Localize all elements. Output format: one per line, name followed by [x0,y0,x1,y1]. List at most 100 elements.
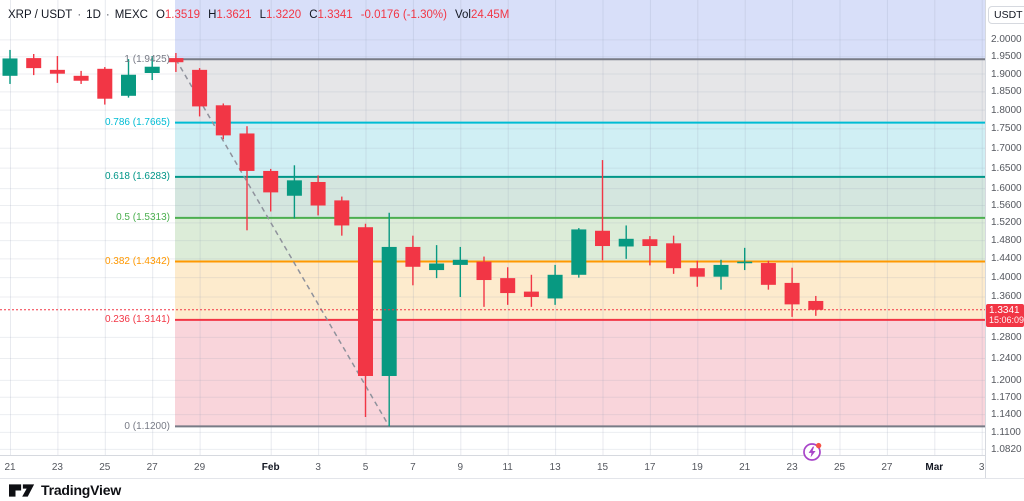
time-tick-Feb[interactable]: Feb [261,462,280,473]
candle-body [73,75,89,81]
time-tick-25[interactable]: 25 [833,462,846,473]
symbol-legend[interactable]: XRP / USDT · 1D · MEXC O1.3519 H1.3621 L… [8,7,509,23]
candle-Jan-29[interactable] [192,68,208,117]
price-tick: 1.8500 [991,86,1022,98]
candle-body [405,246,421,267]
candle-Feb-2[interactable] [286,165,302,219]
candle-body [192,69,208,107]
chart-plot-area[interactable]: XRP / USDT · 1D · MEXC O1.3519 H1.3621 L… [0,0,985,455]
time-axis[interactable]: 21 23 25 27 29 Feb 3 5 7 9 11 13 15 17 19 21 23 25 27 Mar 3 [0,455,985,478]
candle-Feb-4[interactable] [334,196,350,236]
candle-body [2,58,18,76]
time-tick-17[interactable]: 17 [644,462,656,473]
candle-Feb-16[interactable] [618,225,634,259]
time-tick-3[interactable]: 3 [978,462,985,473]
candle-body [358,227,373,376]
fib-label-0.236: 0.236 (1.3141) [104,314,170,326]
candle-Jan-31[interactable] [239,126,255,231]
change-value: -0.0176 (-1.30%) [360,9,447,21]
tradingview-logo[interactable]: TradingView [9,482,121,498]
candle-Feb-22[interactable] [760,260,776,290]
time-tick-7[interactable]: 7 [410,462,416,473]
time-tick-23[interactable]: 23 [51,462,63,473]
candle-body [713,264,729,277]
candle-Feb-8[interactable] [429,245,445,279]
fib-band-above-1 [175,0,985,60]
candle-Feb-23[interactable] [784,267,800,317]
time-tick-Mar[interactable]: Mar [925,462,944,473]
time-tick-25[interactable]: 25 [99,462,111,473]
price-tick: 1.3600 [991,291,1022,303]
fib-label-0.5: 0.5 (1.5313) [116,212,170,224]
candle-Feb-14[interactable] [571,228,587,278]
fib-band [175,122,985,177]
time-tick-3[interactable]: 3 [315,462,321,473]
price-tick: 2.0000 [991,34,1022,46]
time-tick-27[interactable]: 27 [146,462,158,473]
price-tick: 1.1400 [991,409,1022,421]
candle-Feb-7[interactable] [405,235,421,286]
candle-body [286,180,302,196]
candle-Feb-13[interactable] [547,264,563,305]
symbol-name[interactable]: XRP / USDT [8,9,73,21]
candle-Feb-10[interactable] [476,256,492,307]
candle-Feb-1[interactable] [263,168,279,212]
candle-Feb-15[interactable] [595,160,610,261]
time-tick-9[interactable]: 9 [457,462,464,473]
candle-Jan-25[interactable] [97,67,113,105]
candle-body [168,58,184,63]
candle-Jan-22[interactable] [26,54,42,76]
candle-Feb-5[interactable] [358,223,373,417]
candle-body [476,261,492,281]
time-tick-19[interactable]: 19 [691,462,703,473]
candle-Feb-24[interactable] [808,295,824,316]
time-tick-15[interactable]: 15 [596,462,609,473]
price-tick: 1.9500 [991,51,1022,63]
candle-Feb-11[interactable] [500,267,516,305]
candle-Feb-6[interactable] [381,212,397,427]
candle-Feb-17[interactable] [642,236,658,266]
candle-body [26,58,42,69]
time-tick-29[interactable]: 29 [194,462,206,473]
candle-Feb-18[interactable] [666,235,682,274]
price-tick: 1.5600 [991,200,1022,211]
candle-body [429,263,445,271]
candle-Jan-23[interactable] [49,56,65,83]
candle-Jan-21[interactable] [2,49,18,84]
flash-boost-icon[interactable] [802,441,824,463]
fib-label-0.382: 0.382 (1.4342) [104,256,170,268]
candle-Jan-28[interactable] [168,52,184,72]
candle-Feb-19[interactable] [689,260,705,287]
candlestick-chart[interactable] [0,0,985,455]
time-tick-23[interactable]: 23 [786,462,798,473]
time-tick-21[interactable]: 21 [739,462,751,473]
candle-Feb-9[interactable] [452,246,468,297]
time-tick-13[interactable]: 13 [549,462,561,473]
candle-Feb-3[interactable] [310,175,326,216]
candle-Jan-26[interactable] [121,59,136,98]
price-tick: 1.1100 [991,426,1021,438]
currency-toggle-button[interactable]: USDT [988,6,1024,24]
time-tick-27[interactable]: 27 [881,462,893,473]
candle-Feb-20[interactable] [713,259,729,290]
timeframe-label[interactable]: 1D [86,9,101,21]
tradingview-logo-icon [9,483,35,497]
candle-Feb-21[interactable] [737,247,753,271]
time-tick-11[interactable]: 11 [502,462,513,473]
fib-label-0.618: 0.618 (1.6283) [104,171,170,183]
exchange-label[interactable]: MEXC [114,9,148,21]
candle-body [452,259,468,265]
candle-body [760,263,776,285]
candle-Jan-27[interactable] [144,56,160,81]
candle-Jan-30[interactable] [215,103,231,140]
candle-Feb-12[interactable] [523,274,539,307]
price-tick: 1.6500 [991,162,1022,174]
time-tick-5[interactable]: 5 [362,462,369,473]
price-axis[interactable]: USDT 2.0000 1.9500 1.9000 1.8500 1.8000 1.750… [985,0,1024,478]
fib-trendline[interactable] [175,58,390,427]
price-tick: 1.8000 [991,104,1022,116]
price-tick: 1.0820 [991,443,1022,455]
time-tick-21[interactable]: 21 [4,462,16,473]
candle-Jan-24[interactable] [73,70,89,84]
